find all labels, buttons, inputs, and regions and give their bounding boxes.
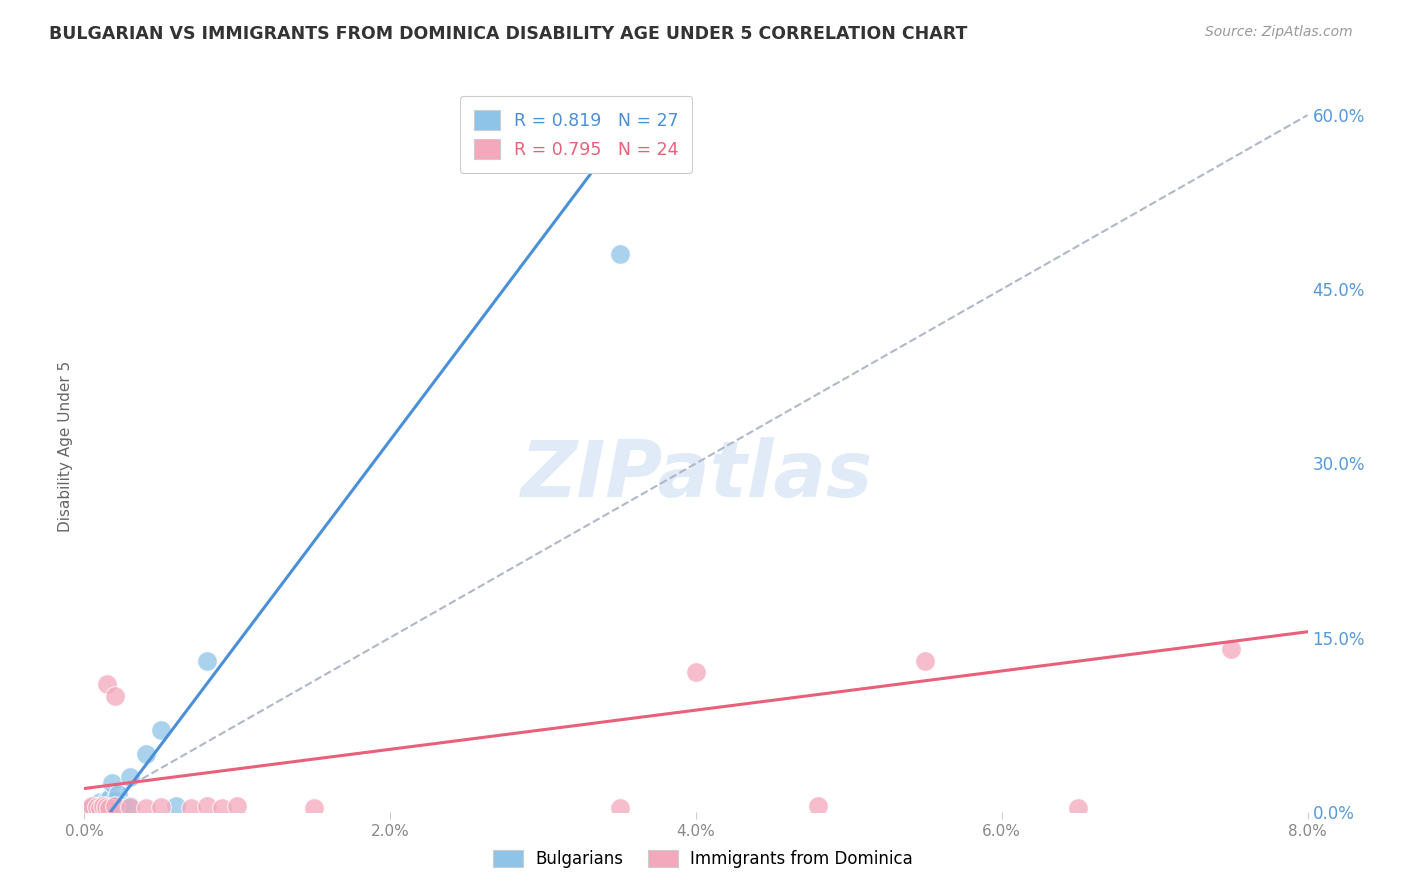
Point <box>120 800 142 814</box>
Point <box>1220 642 1243 657</box>
Point <box>80 798 103 813</box>
Point <box>94 798 117 813</box>
Point <box>96 677 118 691</box>
Point <box>135 747 157 761</box>
Point <box>180 801 202 815</box>
Point <box>609 247 631 261</box>
Point <box>104 798 127 813</box>
Point <box>87 800 110 814</box>
Point <box>195 654 218 668</box>
Point <box>93 797 115 811</box>
Point <box>104 689 127 703</box>
Text: ZIPatlas: ZIPatlas <box>520 437 872 513</box>
Point <box>104 793 127 807</box>
Point <box>120 798 142 813</box>
Point <box>104 798 127 813</box>
Text: BULGARIAN VS IMMIGRANTS FROM DOMINICA DISABILITY AGE UNDER 5 CORRELATION CHART: BULGARIAN VS IMMIGRANTS FROM DOMINICA DI… <box>49 25 967 43</box>
Point <box>609 801 631 815</box>
Point <box>79 801 101 815</box>
Point <box>135 801 157 815</box>
Point <box>165 798 187 813</box>
Point <box>149 723 172 738</box>
Point <box>98 790 121 805</box>
Point <box>86 801 108 815</box>
Point <box>89 798 111 813</box>
Point <box>120 770 142 784</box>
Point <box>97 798 120 813</box>
Point <box>101 775 124 789</box>
Point <box>94 800 117 814</box>
Point <box>80 800 103 814</box>
Point <box>914 654 936 668</box>
Point <box>91 797 114 812</box>
Y-axis label: Disability Age Under 5: Disability Age Under 5 <box>58 360 73 532</box>
Point <box>302 801 325 815</box>
Point <box>84 802 107 816</box>
Point <box>195 798 218 813</box>
Point <box>111 798 134 813</box>
Point <box>91 798 114 813</box>
Point <box>149 800 172 814</box>
Legend: Bulgarians, Immigrants from Dominica: Bulgarians, Immigrants from Dominica <box>486 843 920 875</box>
Point <box>97 801 120 815</box>
Point <box>226 798 249 813</box>
Point <box>211 801 233 815</box>
Point <box>77 802 100 816</box>
Legend: R = 0.819   N = 27, R = 0.795   N = 24: R = 0.819 N = 27, R = 0.795 N = 24 <box>460 96 692 173</box>
Point <box>96 793 118 807</box>
Point <box>107 787 129 801</box>
Point <box>807 798 830 813</box>
Point <box>89 796 111 810</box>
Point <box>89 801 111 815</box>
Point <box>86 800 108 814</box>
Point <box>77 801 100 815</box>
Point <box>1067 801 1090 815</box>
Point <box>83 798 105 813</box>
Point <box>685 665 707 680</box>
Text: Source: ZipAtlas.com: Source: ZipAtlas.com <box>1205 25 1353 39</box>
